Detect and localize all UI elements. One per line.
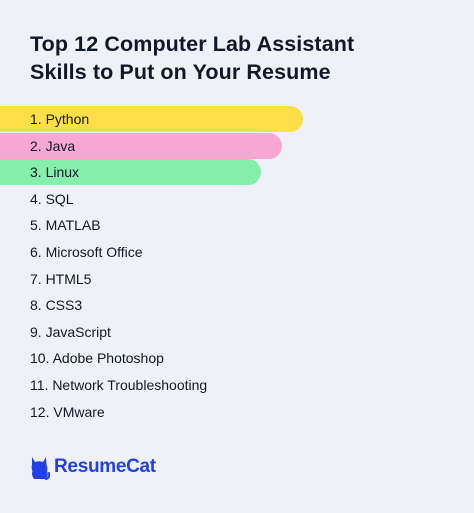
title-line-2: Skills to Put on Your Resume [30,60,331,84]
skill-item-12: 12. VMware [30,403,105,420]
skill-item-7: 7. HTML5 [30,270,92,287]
title-line-1: Top 12 Computer Lab Assistant [30,32,355,56]
brand-logo: ResumeCat [28,452,156,482]
cat-icon [28,453,50,481]
brand-name: ResumeCat [54,456,156,477]
skill-item-3: 3. Linux [0,159,261,186]
skill-item-11: 11. Network Troubleshooting [30,376,208,393]
page-title: Top 12 Computer Lab Assistant Skills to … [30,30,450,86]
skill-item-10: 10. Adobe Photoshop [30,350,164,367]
skill-item-4: 4. SQL [30,190,74,207]
skill-item-9: 9. JavaScript [30,323,111,340]
skill-item-1: 1. Python [0,106,303,132]
skill-item-2: 2. Java [0,132,282,159]
skill-item-5: 5. MATLAB [30,217,101,234]
skills-list: 1. Python 2. Java 3. Linux 4. SQL 5. MAT… [0,106,474,425]
skill-item-8: 8. CSS3 [30,297,83,314]
skill-item-6: 6. Microsoft Office [30,243,143,260]
